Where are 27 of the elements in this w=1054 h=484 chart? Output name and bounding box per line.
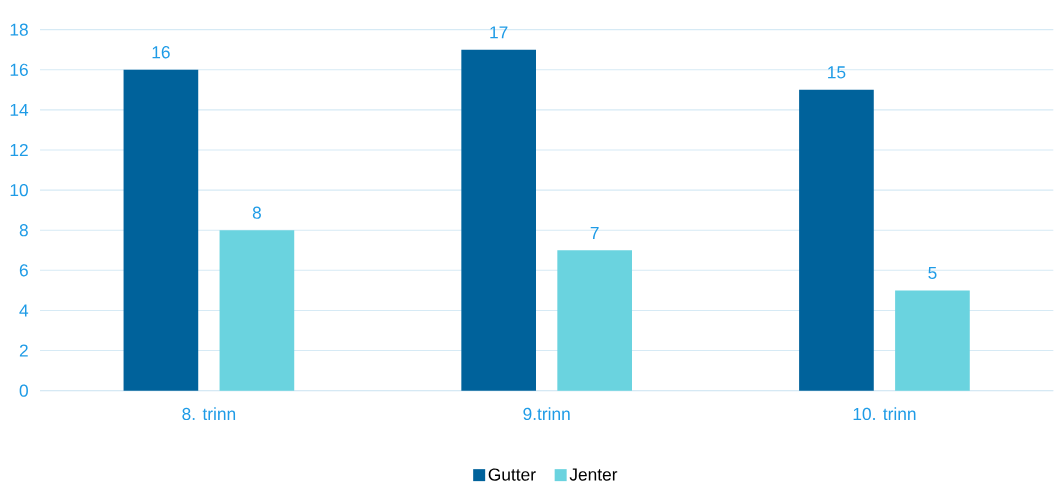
bar [219, 230, 295, 391]
bar [895, 290, 970, 391]
y-tick-label: 4 [19, 304, 29, 317]
y-tick-label: 18 [10, 23, 28, 36]
data-label: 5 [928, 266, 937, 279]
legend-label: Jenter [569, 468, 618, 481]
x-tick-label: 8. trinn [182, 407, 236, 421]
data-label: 15 [828, 66, 846, 79]
y-tick-label: 10 [10, 183, 28, 197]
y-tick-label: 14 [10, 103, 29, 116]
data-label: 8 [252, 206, 261, 219]
y-tick-label: 0 [19, 384, 28, 397]
data-label: 7 [590, 226, 599, 239]
y-tick-label: 2 [19, 344, 28, 357]
data-label: 17 [490, 26, 508, 39]
bar [123, 69, 199, 391]
bar [557, 250, 632, 391]
y-tick-label: 16 [10, 63, 28, 76]
bar [799, 89, 874, 391]
y-tick-label: 12 [10, 143, 28, 157]
data-label: 16 [152, 46, 170, 59]
x-tick-label: 9.trinn [523, 407, 570, 421]
x-tick-label: 10. trinn [853, 407, 916, 421]
bar [461, 49, 536, 391]
legend-label: Gutter [488, 468, 536, 481]
y-tick-label: 6 [19, 264, 28, 277]
y-tick-label: 8 [19, 224, 28, 237]
